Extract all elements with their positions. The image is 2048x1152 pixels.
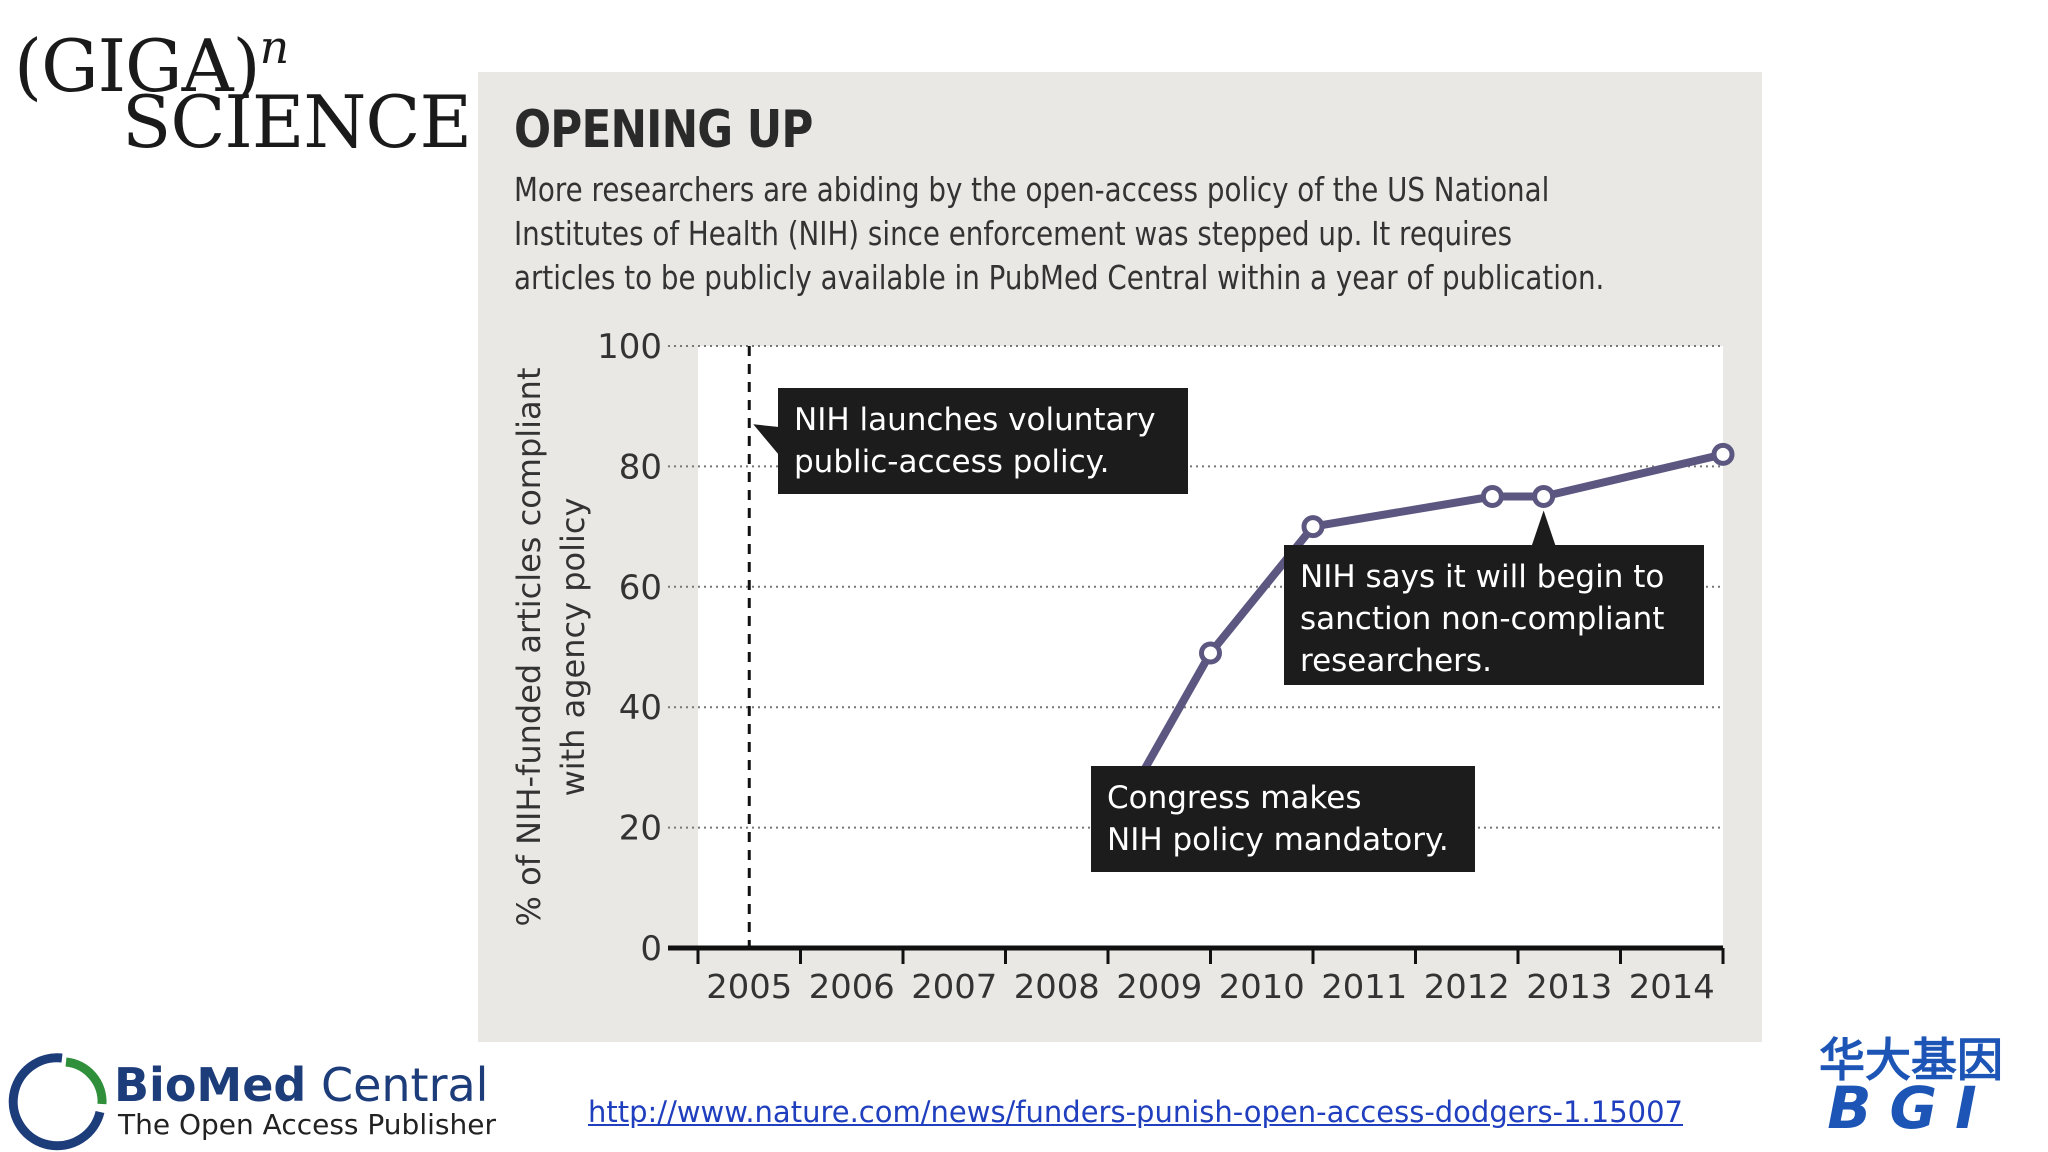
- y-tick-label: 40: [619, 688, 662, 728]
- data-point: [1480, 485, 1504, 508]
- gigascience-logo: (GIGA)n SCIENCE: [14, 14, 472, 164]
- annotation-pointer: [1531, 510, 1556, 546]
- x-tick-label: 2011: [1321, 967, 1407, 1006]
- biomed-central-tagline: The Open Access Publisher: [118, 1108, 496, 1141]
- x-tick-label: 2013: [1526, 967, 1612, 1006]
- annotation-pointer: [753, 424, 779, 455]
- annotation-text: NIH launches voluntary: [794, 402, 1156, 438]
- x-tick-label: 2009: [1116, 967, 1202, 1006]
- figure-subtitle-line: articles to be publicly available in Pub…: [514, 258, 1605, 297]
- annotation-box: [1284, 545, 1704, 685]
- source-link[interactable]: http://www.nature.com/news/funders-punis…: [588, 1095, 1684, 1129]
- gigascience-logo-line1: (GIGA)n: [14, 20, 289, 108]
- x-tick-label: 2008: [1014, 967, 1100, 1006]
- figure-subtitle-line: More researchers are abiding by the open…: [514, 170, 1550, 209]
- figure-title: OPENING UP: [514, 100, 813, 160]
- y-tick-label: 80: [619, 447, 662, 487]
- annotation-box: [778, 388, 1188, 494]
- bgi-logo: 华大基因 BGI: [1819, 1034, 2003, 1134]
- figure-subtitle: More researchers are abiding by the open…: [514, 168, 1791, 300]
- y-tick-label: 100: [597, 327, 662, 367]
- x-tick-label: 2010: [1219, 967, 1305, 1006]
- x-tick-label: 2014: [1629, 967, 1715, 1006]
- annotation-text: NIH policy mandatory.: [1107, 822, 1449, 858]
- annotation-text: Congress makes: [1107, 780, 1362, 816]
- data-point: [1532, 485, 1556, 508]
- x-tick-label: 2006: [809, 967, 895, 1006]
- annotation-box: [1091, 766, 1475, 872]
- y-axis-title-line: % of NIH-funded articles compliant: [510, 368, 548, 927]
- annotation-text: public-access policy.: [794, 444, 1109, 480]
- y-tick-label: 20: [619, 809, 662, 849]
- bgi-logo-latin: BGI: [1827, 1074, 1994, 1134]
- data-point: [1199, 641, 1222, 665]
- x-tick-label: 2007: [911, 967, 997, 1006]
- series-line: [1104, 450, 1724, 836]
- data-point: [1301, 515, 1325, 539]
- biomed-central-logo: [4, 1052, 484, 1152]
- line-chart: 0 20 40 60 80 100 2005 2006 2007 2008 2009 2010 2011…: [510, 327, 1735, 1006]
- data-point: [1711, 442, 1735, 466]
- annotation-text: NIH says it will begin to: [1300, 559, 1664, 595]
- figure-subtitle-line: Institutes of Health (NIH) since enforce…: [514, 214, 1513, 253]
- biomed-central-name: BioMed Central: [114, 1058, 489, 1112]
- y-axis-title-line: with agency policy: [554, 498, 592, 797]
- annotation-text: sanction non-compliant: [1300, 601, 1664, 637]
- bgi-logo-chinese: 华大基因: [1819, 1034, 2003, 1087]
- gigascience-logo-line2: SCIENCE: [122, 80, 472, 164]
- y-tick-label: 60: [619, 568, 662, 608]
- y-tick-label: 0: [640, 929, 662, 969]
- x-tick-label: 2012: [1424, 967, 1510, 1006]
- annotation-text: researchers.: [1300, 643, 1492, 679]
- x-tick-label: 2005: [706, 967, 792, 1006]
- biomed-ring-icon: [8, 1053, 107, 1151]
